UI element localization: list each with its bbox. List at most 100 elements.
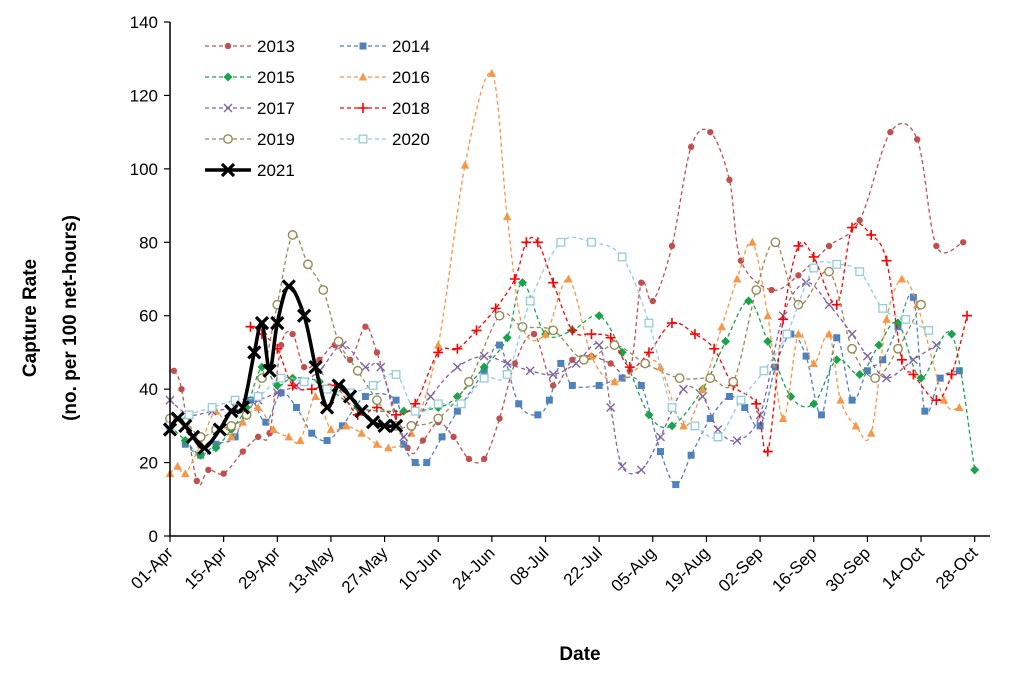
data-point-2018: [287, 380, 298, 391]
data-point-2019: [433, 413, 444, 424]
data-point-2014: [725, 392, 733, 400]
data-point-2015: [744, 296, 754, 306]
data-point-2016: [173, 461, 182, 470]
data-point-2013: [289, 330, 296, 338]
data-point-2014: [756, 422, 764, 430]
data-point-2016: [253, 403, 263, 411]
data-point-2014: [595, 381, 603, 389]
data-point-2021: [224, 404, 239, 419]
data-point-2018: [946, 369, 957, 380]
series-line-2020: [169, 236, 929, 439]
data-point-2018: [896, 354, 907, 365]
data-point-2013: [277, 341, 285, 349]
data-point-2018: [793, 240, 804, 251]
data-point-2017: [594, 340, 604, 350]
data-point-2014: [262, 418, 270, 426]
data-point-2017: [732, 436, 742, 446]
data-point-2020: [368, 381, 378, 390]
data-point-2015: [272, 380, 282, 390]
data-point-2013: [465, 455, 473, 463]
series-2021: [162, 279, 404, 456]
legend-label: 2015: [257, 68, 295, 87]
data-point-2018: [643, 347, 654, 358]
data-point-2015: [617, 347, 627, 357]
data-point-2014: [231, 433, 239, 441]
y-tick-label: 140: [130, 13, 158, 32]
data-point-2014: [921, 407, 929, 415]
data-point-2016: [342, 421, 351, 430]
data-point-2019: [287, 230, 298, 240]
data-point-2018: [452, 343, 463, 354]
data-point-2015: [916, 373, 926, 383]
data-point-2014: [618, 374, 626, 382]
data-point-2019: [303, 259, 313, 270]
data-point-2014: [955, 367, 963, 375]
legend-label: 2018: [392, 99, 430, 118]
plot-area: [162, 68, 980, 489]
legend-item-2013: 2013: [205, 37, 295, 56]
data-point-2019: [318, 285, 329, 295]
data-point-2020: [556, 237, 566, 247]
data-point-2019: [352, 365, 363, 376]
series-line-2019: [169, 233, 922, 438]
data-point-2016: [763, 311, 772, 320]
data-point-2018: [881, 255, 892, 266]
data-point-2020: [525, 296, 535, 306]
legend-marker: [224, 42, 232, 50]
data-point-2021: [262, 363, 277, 378]
data-point-2013: [549, 382, 557, 389]
legend-item-2021: 2021: [205, 161, 295, 180]
data-point-2020: [207, 403, 217, 412]
legend-marker: [358, 103, 368, 113]
data-point-2019: [870, 373, 880, 384]
data-point-2019: [751, 285, 762, 295]
data-point-2014: [392, 396, 400, 404]
x-tick-label: 13-May: [284, 543, 338, 597]
data-point-2018: [778, 314, 789, 325]
y-tick-label: 100: [130, 160, 158, 179]
data-point-2017: [606, 403, 616, 412]
data-point-2016: [311, 391, 320, 400]
data-point-2014: [802, 352, 810, 360]
data-point-2013: [481, 455, 488, 463]
legend-marker: [359, 42, 367, 50]
data-point-2013: [511, 360, 519, 367]
data-point-2013: [795, 272, 802, 279]
data-point-2019: [494, 310, 505, 321]
data-point-2019: [609, 340, 620, 350]
data-point-2017: [882, 373, 892, 383]
data-point-2015: [518, 278, 528, 288]
data-point-2018: [931, 395, 942, 406]
data-point-2016: [610, 377, 619, 386]
data-point-2016: [794, 329, 803, 338]
data-point-2019: [916, 299, 926, 310]
data-point-2021: [281, 279, 296, 294]
y-tick-label: 0: [149, 527, 158, 546]
y-axis-title: Capture Rate: [20, 259, 41, 377]
data-point-2017: [376, 362, 386, 372]
data-point-2013: [668, 242, 676, 250]
legend-label: 2014: [392, 37, 430, 56]
x-axis-title: Date: [559, 644, 600, 665]
data-point-2018: [567, 325, 578, 336]
data-point-2014: [438, 433, 446, 441]
data-point-2020: [253, 392, 263, 401]
legend-label: 2016: [392, 68, 430, 87]
data-point-2018: [908, 369, 919, 380]
data-point-2017: [452, 362, 462, 372]
x-tick-label: 29-Apr: [235, 543, 285, 593]
data-point-2016: [326, 425, 336, 434]
data-point-2021: [308, 359, 323, 375]
series-2020: [165, 236, 934, 442]
data-point-2016: [181, 469, 190, 478]
data-point-2021: [319, 400, 335, 415]
x-tick-label: 14-Oct: [878, 543, 928, 593]
data-point-2021: [185, 429, 201, 445]
data-point-2014: [557, 359, 565, 367]
data-point-2018: [433, 347, 444, 358]
legend-item-2014: 2014: [340, 37, 430, 56]
data-point-2016: [372, 439, 382, 448]
data-point-2018: [245, 321, 256, 332]
data-point-2020: [276, 373, 286, 383]
